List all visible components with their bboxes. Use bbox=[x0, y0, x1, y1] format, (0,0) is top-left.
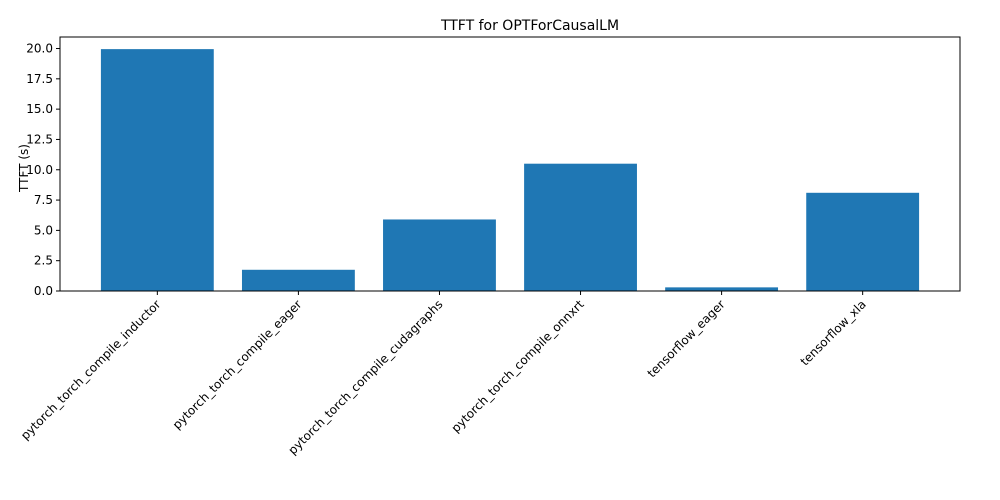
bar-tensorflow_eager bbox=[665, 287, 779, 291]
bar-pytorch_torch_compile_eager bbox=[241, 269, 355, 291]
y-tick-label: 7.5 bbox=[34, 193, 53, 207]
y-axis-ticks: 0.0 2.5 5.0 7.5 10.0 12.5 15.0 17.5 20.0 bbox=[26, 42, 60, 298]
chart-title: TTFT for OPTForCausalLM bbox=[440, 18, 619, 34]
bar-pytorch_torch_compile_cudagraphs bbox=[383, 219, 496, 291]
bar-pytorch_torch_compile_onnxrt bbox=[524, 163, 637, 291]
y-tick-label: 12.5 bbox=[26, 132, 53, 146]
bar-tensorflow_xla bbox=[806, 192, 920, 291]
bar-pytorch_torch_compile_inductor bbox=[100, 49, 214, 292]
y-tick-label: 20.0 bbox=[26, 42, 53, 56]
plot-frame bbox=[59, 36, 961, 292]
y-axis-label: TTFT (s) bbox=[17, 144, 31, 193]
y-tick-label: 17.5 bbox=[26, 72, 53, 86]
y-tick-label: 10.0 bbox=[26, 163, 53, 177]
y-tick-label: 15.0 bbox=[26, 102, 53, 116]
y-tick-label: 5.0 bbox=[34, 223, 53, 237]
bars-group bbox=[100, 49, 920, 292]
y-tick-label: 2.5 bbox=[34, 254, 53, 268]
y-tick-label: 0.0 bbox=[34, 284, 53, 298]
